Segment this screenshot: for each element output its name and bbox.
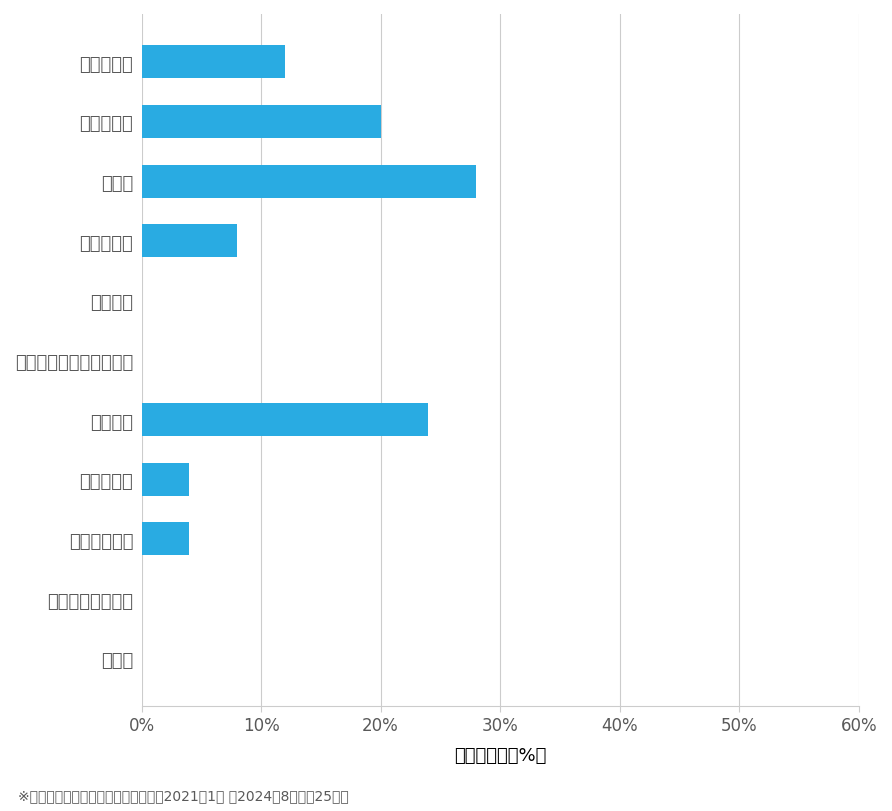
Bar <box>142 46 285 79</box>
Bar <box>142 106 381 139</box>
X-axis label: 件数の割合（%）: 件数の割合（%） <box>454 745 546 764</box>
Text: ※弊社受付の案件を対象に集計（期間2021年1月 〜2024年8月、計25件）: ※弊社受付の案件を対象に集計（期間2021年1月 〜2024年8月、計25件） <box>18 787 349 802</box>
Bar <box>142 165 476 198</box>
Bar <box>142 404 428 436</box>
Bar <box>142 523 189 556</box>
Bar <box>142 463 189 496</box>
Bar <box>142 225 237 258</box>
